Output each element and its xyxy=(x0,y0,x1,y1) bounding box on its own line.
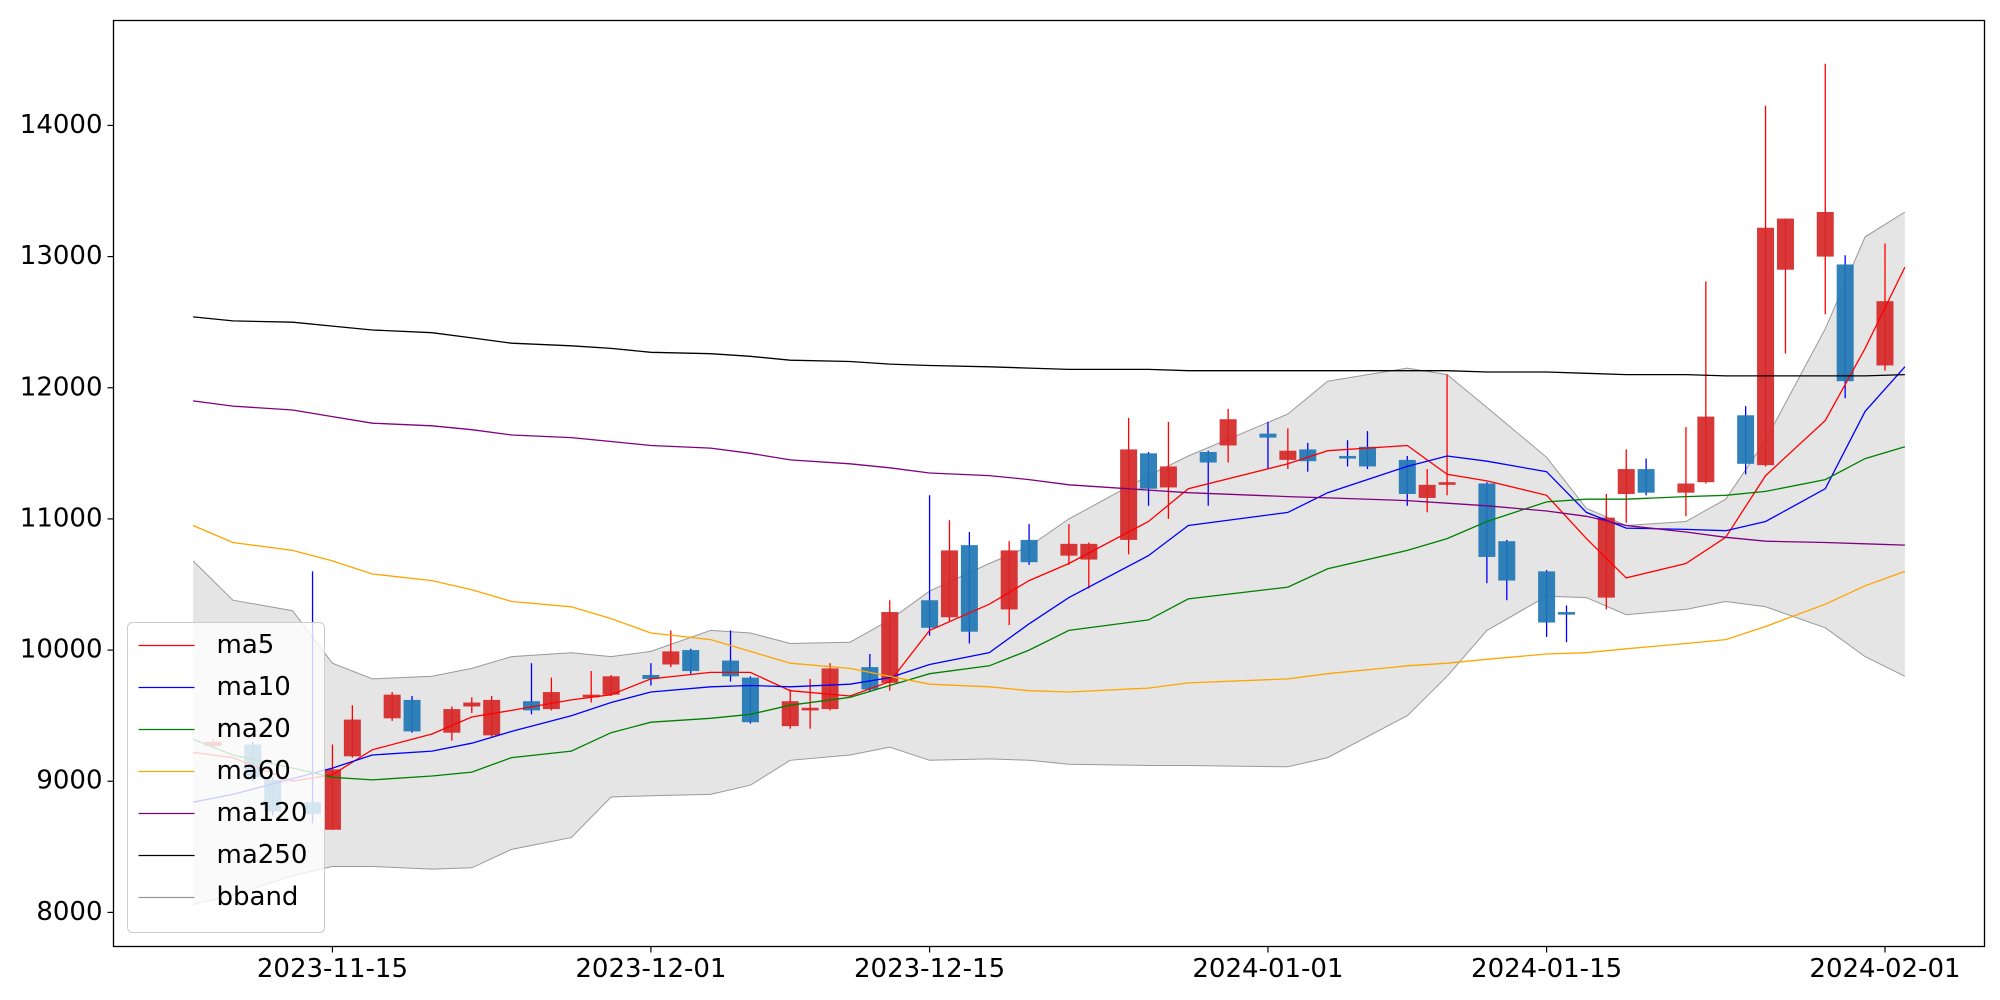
candle-body xyxy=(1199,452,1217,463)
candle-body xyxy=(1438,482,1456,485)
candle-body xyxy=(1339,455,1357,459)
legend-label: ma5 xyxy=(217,630,275,660)
candle-body xyxy=(1259,433,1277,438)
candle-body xyxy=(1080,543,1098,560)
y-tick-label: 12000 xyxy=(20,372,103,402)
candle-body xyxy=(1876,301,1894,366)
x-tick-label: 2023-12-01 xyxy=(575,954,726,984)
ma-line xyxy=(192,366,1906,803)
candle-body xyxy=(1358,446,1376,467)
candle-body xyxy=(1776,218,1794,270)
candle-body xyxy=(1816,211,1834,257)
ma-line xyxy=(193,266,1906,782)
candle-body xyxy=(1000,550,1018,610)
candle-body xyxy=(940,550,958,618)
candle-body xyxy=(722,660,740,677)
y-tick-label: 11000 xyxy=(20,503,103,533)
candle-body xyxy=(1140,453,1158,489)
candle-body xyxy=(921,600,939,628)
x-tick-label: 2024-01-01 xyxy=(1192,954,1343,984)
ma-line xyxy=(192,446,1906,781)
candle-body xyxy=(323,769,341,830)
candle-body xyxy=(522,701,540,711)
candle-body xyxy=(1159,466,1177,488)
plot-area xyxy=(192,63,1906,905)
legend: ma5 ma10 ma20 ma60 ma120 ma250 bband xyxy=(127,622,325,933)
axes-frame xyxy=(112,19,1986,948)
candle-body xyxy=(1757,227,1775,466)
candle-body xyxy=(1538,571,1556,623)
candle-body xyxy=(343,719,361,757)
legend-label: bband xyxy=(217,882,299,912)
x-tick-label: 2024-02-01 xyxy=(1809,954,1960,984)
candle-body xyxy=(821,668,839,710)
candle-body xyxy=(1558,612,1576,615)
legend-label: ma120 xyxy=(217,798,308,828)
candle-body xyxy=(1677,483,1695,493)
candle-body xyxy=(1120,449,1138,540)
candle-body xyxy=(781,701,799,727)
candle-body xyxy=(1737,415,1755,464)
candle-body xyxy=(443,709,461,733)
legend-label: ma20 xyxy=(217,714,291,744)
candle-body xyxy=(1279,450,1297,460)
candle-body xyxy=(1836,264,1854,382)
candle-body xyxy=(1020,539,1038,563)
ma-line xyxy=(192,524,1906,693)
candle-body xyxy=(642,674,660,679)
candle-body xyxy=(960,545,978,632)
candle-body xyxy=(602,676,620,695)
candle-body xyxy=(1697,416,1715,483)
y-tick-label: 8000 xyxy=(36,897,102,927)
candle-body xyxy=(483,699,501,736)
candle-body xyxy=(1219,419,1237,446)
candle-body xyxy=(1060,543,1078,556)
x-tick-label: 2023-11-15 xyxy=(257,954,408,984)
legend-label: ma60 xyxy=(217,756,291,786)
legend-label: ma10 xyxy=(217,672,291,702)
candle-body xyxy=(1617,469,1635,494)
candle-body xyxy=(1418,484,1436,498)
candle-body xyxy=(801,707,819,711)
candle-body xyxy=(1478,483,1496,557)
candle-body xyxy=(682,650,700,672)
candle-body xyxy=(1299,449,1317,462)
ma-line xyxy=(193,316,1905,377)
candle-body xyxy=(1637,469,1655,493)
y-tick-label: 13000 xyxy=(20,241,103,271)
candle-body xyxy=(383,694,401,719)
legend-label: ma250 xyxy=(217,840,308,870)
candle-body xyxy=(403,699,421,732)
candle-body xyxy=(1498,541,1516,581)
band-lower xyxy=(192,595,1906,905)
y-tick-label: 10000 xyxy=(20,635,103,665)
y-tick-label: 9000 xyxy=(36,766,102,796)
candle-body xyxy=(662,651,680,665)
candle-body xyxy=(542,692,560,710)
candle-body xyxy=(463,702,481,707)
y-tick-label: 14000 xyxy=(20,110,103,140)
candle-body xyxy=(582,694,600,698)
candle-body xyxy=(741,677,759,723)
x-tick-label: 2023-12-15 xyxy=(854,954,1005,984)
ma-line xyxy=(193,400,1905,546)
x-tick-label: 2024-01-15 xyxy=(1471,954,1622,984)
band-fill xyxy=(193,212,1905,905)
candle-body xyxy=(881,612,899,683)
